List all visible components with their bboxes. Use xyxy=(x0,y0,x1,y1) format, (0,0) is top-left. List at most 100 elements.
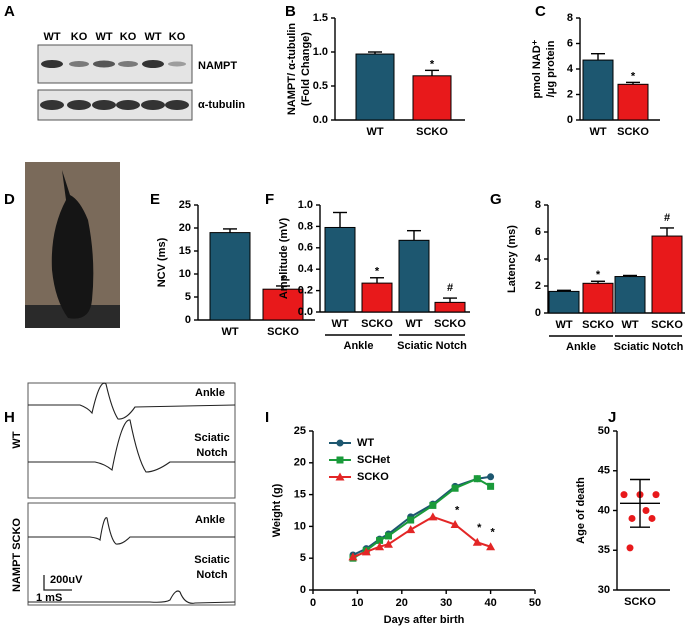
group-label: WT xyxy=(11,431,23,448)
y-axis-label: /μg protein xyxy=(545,40,557,97)
y-tick-label: 6 xyxy=(535,226,541,238)
x-tick-label: WT xyxy=(366,126,383,138)
bar xyxy=(582,59,614,121)
y-tick-label: 5 xyxy=(300,552,306,564)
annotation: * xyxy=(477,522,482,534)
point xyxy=(348,552,358,561)
legend-label: SCHet xyxy=(357,454,390,466)
blot-bands xyxy=(40,60,189,110)
panel-label: C xyxy=(535,3,546,20)
bar xyxy=(398,239,430,313)
point xyxy=(472,537,482,546)
y-tick-label: 2 xyxy=(567,88,573,100)
lane-label: WT xyxy=(43,31,60,43)
x-tick-label: 20 xyxy=(396,597,408,609)
group-label: Sciatic Notch xyxy=(397,340,467,352)
x-tick-label: SCKO xyxy=(624,596,656,608)
trace-label: Sciatic xyxy=(194,554,229,566)
scale-label: 200uV xyxy=(50,574,83,586)
scale-label: 1 mS xyxy=(36,592,62,604)
group-label: NAMPT SCKO xyxy=(11,518,23,592)
trace-label: Notch xyxy=(196,569,227,581)
panel-label: B xyxy=(285,3,296,20)
y-tick-label: 10 xyxy=(179,268,191,280)
x-tick-label: SCKO xyxy=(617,126,649,138)
legend-marker xyxy=(336,439,344,447)
point xyxy=(376,536,384,544)
point xyxy=(450,519,460,528)
y-tick-label: 4 xyxy=(567,63,574,75)
legend-label: SCKO xyxy=(357,471,389,483)
y-axis-label: pmol NAD⁺ xyxy=(531,39,543,98)
x-tick-label: SCKO xyxy=(267,326,299,338)
y-tick-label: 0.2 xyxy=(298,285,313,297)
y-tick-label: 25 xyxy=(294,425,306,437)
y-tick-label: 8 xyxy=(567,12,573,24)
x-tick-label: WT xyxy=(331,318,348,330)
trace-label: Sciatic xyxy=(194,432,229,444)
y-tick-label: 1.0 xyxy=(313,46,328,58)
bar xyxy=(355,53,395,121)
y-tick-label: 0 xyxy=(300,584,306,596)
trace-label: Notch xyxy=(196,447,227,459)
y-tick-label: 0 xyxy=(185,314,191,326)
panel-label: H xyxy=(4,409,15,426)
bar xyxy=(614,276,646,314)
y-tick-label: 0.0 xyxy=(313,114,328,126)
trace-label: Ankle xyxy=(195,514,225,526)
y-tick-label: 35 xyxy=(598,544,610,556)
y-tick-label: 30 xyxy=(598,584,610,596)
series-line xyxy=(352,475,491,556)
bar xyxy=(324,226,356,313)
x-tick-label: WT xyxy=(589,126,606,138)
y-tick-label: 0 xyxy=(535,307,541,319)
y-tick-label: 20 xyxy=(294,457,306,469)
x-tick-label: WT xyxy=(555,319,572,331)
y-tick-label: 45 xyxy=(598,465,610,477)
point xyxy=(384,532,392,540)
bar xyxy=(582,282,614,314)
trace-label: Ankle xyxy=(195,387,225,399)
y-tick-label: 2 xyxy=(535,280,541,292)
bar xyxy=(361,282,393,313)
point xyxy=(487,482,495,490)
bar xyxy=(412,75,452,121)
point xyxy=(642,507,650,514)
annotation: * xyxy=(596,269,601,281)
point xyxy=(383,539,393,548)
group-label: Ankle xyxy=(344,340,374,352)
point xyxy=(429,501,437,509)
panel-label: I xyxy=(265,409,269,426)
annotation: * xyxy=(455,504,460,516)
x-tick-label: SCKO xyxy=(434,318,466,330)
y-axis-label: NAMPT/ α-tubulin xyxy=(286,23,298,116)
legend-marker xyxy=(336,456,344,464)
bar xyxy=(209,232,251,321)
y-tick-label: 0.4 xyxy=(298,263,314,275)
x-axis-label: Days after birth xyxy=(384,614,465,626)
y-tick-label: 0 xyxy=(567,114,573,126)
y-tick-label: 20 xyxy=(179,222,191,234)
annotation: * xyxy=(375,266,380,278)
y-tick-label: 8 xyxy=(535,199,541,211)
panel-label: A xyxy=(4,3,15,20)
point xyxy=(626,544,634,552)
x-tick-label: 50 xyxy=(529,597,541,609)
point xyxy=(620,491,628,499)
y-axis-label: Amplitude (mV) xyxy=(278,218,290,300)
y-axis-label: NCV (ms) xyxy=(156,237,168,287)
x-tick-label: 0 xyxy=(310,597,316,609)
legend-label: WT xyxy=(357,437,374,449)
y-tick-label: 40 xyxy=(598,504,610,516)
group-label: Ankle xyxy=(566,341,596,353)
y-axis-label: (Fold Change) xyxy=(300,32,312,106)
band-label: α-tubulin xyxy=(198,99,245,111)
legend-marker xyxy=(335,472,345,481)
y-axis-label: Latency (ms) xyxy=(506,225,518,293)
point xyxy=(652,491,660,499)
point xyxy=(451,484,459,492)
x-tick-label: 30 xyxy=(440,597,452,609)
point xyxy=(428,512,438,521)
y-tick-label: 15 xyxy=(294,489,306,501)
